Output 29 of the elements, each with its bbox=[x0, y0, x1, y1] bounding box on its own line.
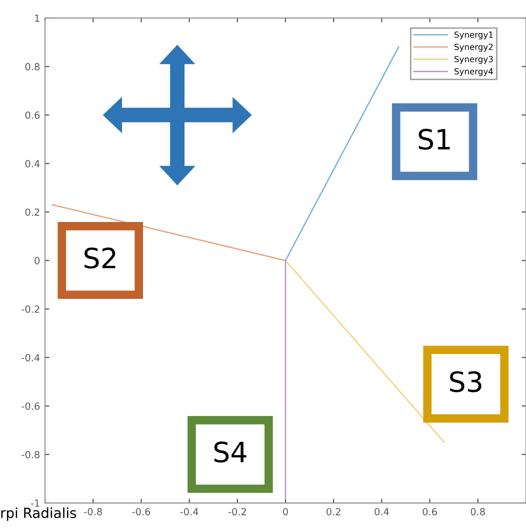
y-tick-label: -0.4 bbox=[22, 354, 40, 362]
legend-label: Synergy2 bbox=[454, 44, 493, 52]
legend-label: Synergy3 bbox=[454, 56, 493, 64]
y-tick-label: -0.8 bbox=[22, 450, 40, 458]
annotation: S4 bbox=[214, 442, 246, 463]
y-tick-label: 0.4 bbox=[25, 160, 40, 168]
legend-label: Synergy1 bbox=[454, 32, 493, 40]
y-tick-label: 0.2 bbox=[25, 208, 40, 216]
legend-label: Synergy4 bbox=[454, 68, 493, 76]
x-tick-label: -0.2 bbox=[228, 508, 246, 516]
annotation: S2 bbox=[84, 248, 116, 269]
x-tick-label: -0.4 bbox=[180, 508, 198, 516]
x-tick-label: -0.8 bbox=[84, 508, 102, 516]
x-tick-label: 0 bbox=[283, 508, 288, 516]
y-tick-label: 0 bbox=[34, 256, 40, 264]
x-tick-label: 0.8 bbox=[470, 508, 485, 516]
y-tick-label: 1 bbox=[35, 14, 40, 22]
y-tick-label: 0.6 bbox=[25, 111, 40, 119]
x-tick-label: 0.6 bbox=[422, 508, 437, 516]
y-tick-label: -0.6 bbox=[22, 402, 40, 410]
y-tick-label: -1 bbox=[30, 500, 40, 507]
annotation: S1 bbox=[418, 128, 450, 150]
x-tick-label: -0.6 bbox=[132, 508, 150, 516]
text: rpi Radialis bbox=[1, 507, 76, 521]
x-tick-label: 0.2 bbox=[326, 508, 340, 516]
y-tick-label: -0.2 bbox=[22, 305, 40, 313]
annotation: S3 bbox=[450, 371, 482, 392]
x-tick-label: 0.4 bbox=[374, 508, 389, 516]
y-tick-label: 0.8 bbox=[25, 62, 40, 70]
